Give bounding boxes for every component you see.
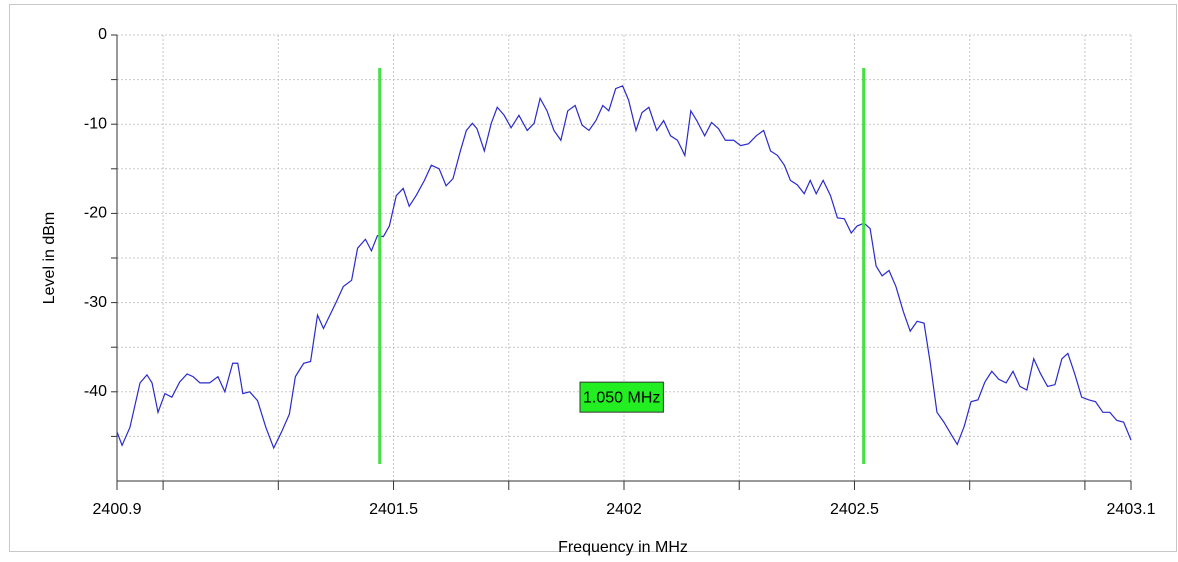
y-tick-label: -20: [84, 205, 107, 222]
y-tick-label: -40: [84, 383, 107, 400]
marker-label-box: [579, 381, 664, 413]
x-tick-label: 2403.1: [1107, 501, 1156, 518]
marker-label: 1.050 MHz: [583, 389, 660, 406]
y-tick-label: -10: [84, 115, 107, 132]
x-tick-label: 2402.5: [830, 501, 879, 518]
y-tick-label: 0: [98, 26, 107, 43]
x-axis-title: Frequency in MHz: [558, 539, 688, 556]
x-tick-label: 2400.9: [93, 501, 142, 518]
trace: [116, 85, 1132, 450]
x-tick-label: 2401.5: [369, 501, 418, 518]
x-tick-label: 2402: [606, 501, 642, 518]
y-axis-title: Level in dBm: [41, 212, 58, 305]
y-tick-label: -30: [84, 294, 107, 311]
frame: [9, 4, 1177, 552]
